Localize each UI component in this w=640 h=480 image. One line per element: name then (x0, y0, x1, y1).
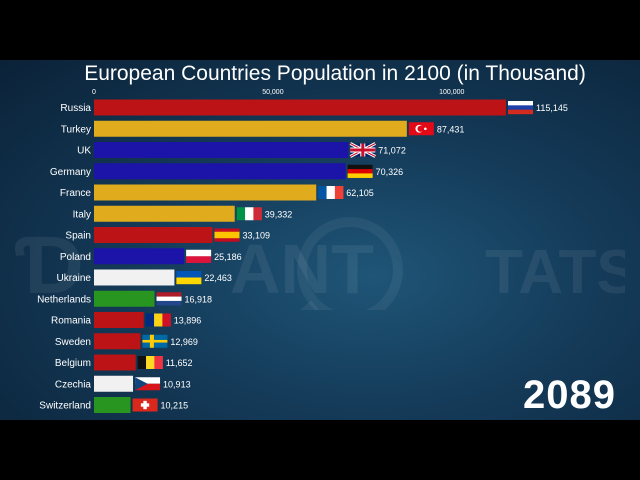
x-tick-label: 50,000 (262, 89, 284, 96)
bar (94, 397, 131, 413)
chart-title: European Countries Population in 2100 (i… (84, 62, 586, 85)
bar (94, 333, 141, 350)
category-label: Spain (65, 231, 91, 242)
value-label: 71,072 (378, 146, 406, 156)
bar (94, 354, 136, 371)
bar (94, 227, 213, 243)
bar (94, 375, 134, 392)
category-label: France (60, 188, 92, 199)
category-label: Switzerland (39, 401, 91, 412)
category-label: Germany (50, 167, 91, 178)
value-label: 25,186 (214, 252, 242, 262)
x-tick-label: 100,000 (439, 89, 464, 96)
poland-flag-icon (186, 249, 212, 263)
germany-flag-icon (347, 164, 373, 178)
bar (94, 163, 346, 180)
bar (94, 120, 407, 137)
france-flag-icon (318, 186, 344, 199)
x-tick-label: 0 (92, 89, 96, 96)
category-label: Sweden (55, 337, 91, 348)
uk-flag-icon (349, 142, 376, 158)
value-label: 10,913 (163, 379, 191, 389)
switzerland-flag-icon (132, 398, 158, 412)
bar (94, 142, 349, 158)
category-label: UK (77, 146, 91, 157)
bar-chart: 0 50,000 100,000 Russia 115,145 Turkey 87,431 U… (37, 89, 568, 413)
bar (94, 184, 317, 201)
category-label: Poland (60, 252, 91, 263)
category-label: Belgium (55, 358, 91, 369)
value-label: 12,969 (170, 337, 198, 347)
category-label: Ukraine (57, 273, 92, 284)
bar (94, 248, 185, 265)
value-label: 62,105 (346, 188, 374, 198)
value-label: 10,215 (161, 401, 189, 411)
value-label: 115,145 (536, 103, 568, 113)
category-label: Turkey (61, 124, 91, 135)
year-counter: 2089 (523, 373, 616, 417)
category-label: Russia (60, 103, 91, 114)
sweden-flag-icon (142, 334, 168, 348)
russia-flag-icon (508, 101, 533, 115)
category-label: Netherlands (37, 294, 91, 305)
value-label: 33,109 (242, 231, 270, 241)
belgium-flag-icon (137, 356, 163, 369)
value-label: 70,326 (376, 167, 404, 177)
watermark-magnifier-icon (297, 217, 403, 310)
value-label: 13,896 (174, 316, 202, 326)
watermark-text-right: TATS (485, 238, 625, 307)
category-label: Romania (51, 316, 91, 327)
turkey-flag-icon (408, 122, 434, 136)
bar (94, 312, 144, 328)
italy-flag-icon (236, 207, 262, 221)
value-label: 39,332 (265, 209, 293, 219)
bar (94, 99, 506, 116)
value-label: 16,918 (185, 294, 213, 304)
watermark-text-left: Ɗ (15, 220, 84, 310)
spain-flag-icon (214, 228, 240, 242)
category-label: Italy (73, 209, 91, 220)
value-label: 22,463 (204, 273, 232, 283)
czechia-flag-icon (135, 377, 161, 391)
chart-frame: Ɗ ANT TATS European Countries Population… (0, 60, 640, 420)
netherlands-flag-icon (156, 292, 182, 306)
watermark-logo: Ɗ ANT TATS (15, 217, 625, 310)
category-label: Czechia (55, 379, 92, 390)
watermark-text-mid: ANT (230, 230, 374, 308)
romania-flag-icon (145, 313, 171, 327)
bar (94, 205, 235, 222)
bar (94, 269, 175, 286)
bar (94, 290, 155, 307)
ukraine-flag-icon (176, 271, 202, 285)
value-label: 11,652 (166, 358, 193, 368)
value-label: 87,431 (437, 124, 465, 134)
